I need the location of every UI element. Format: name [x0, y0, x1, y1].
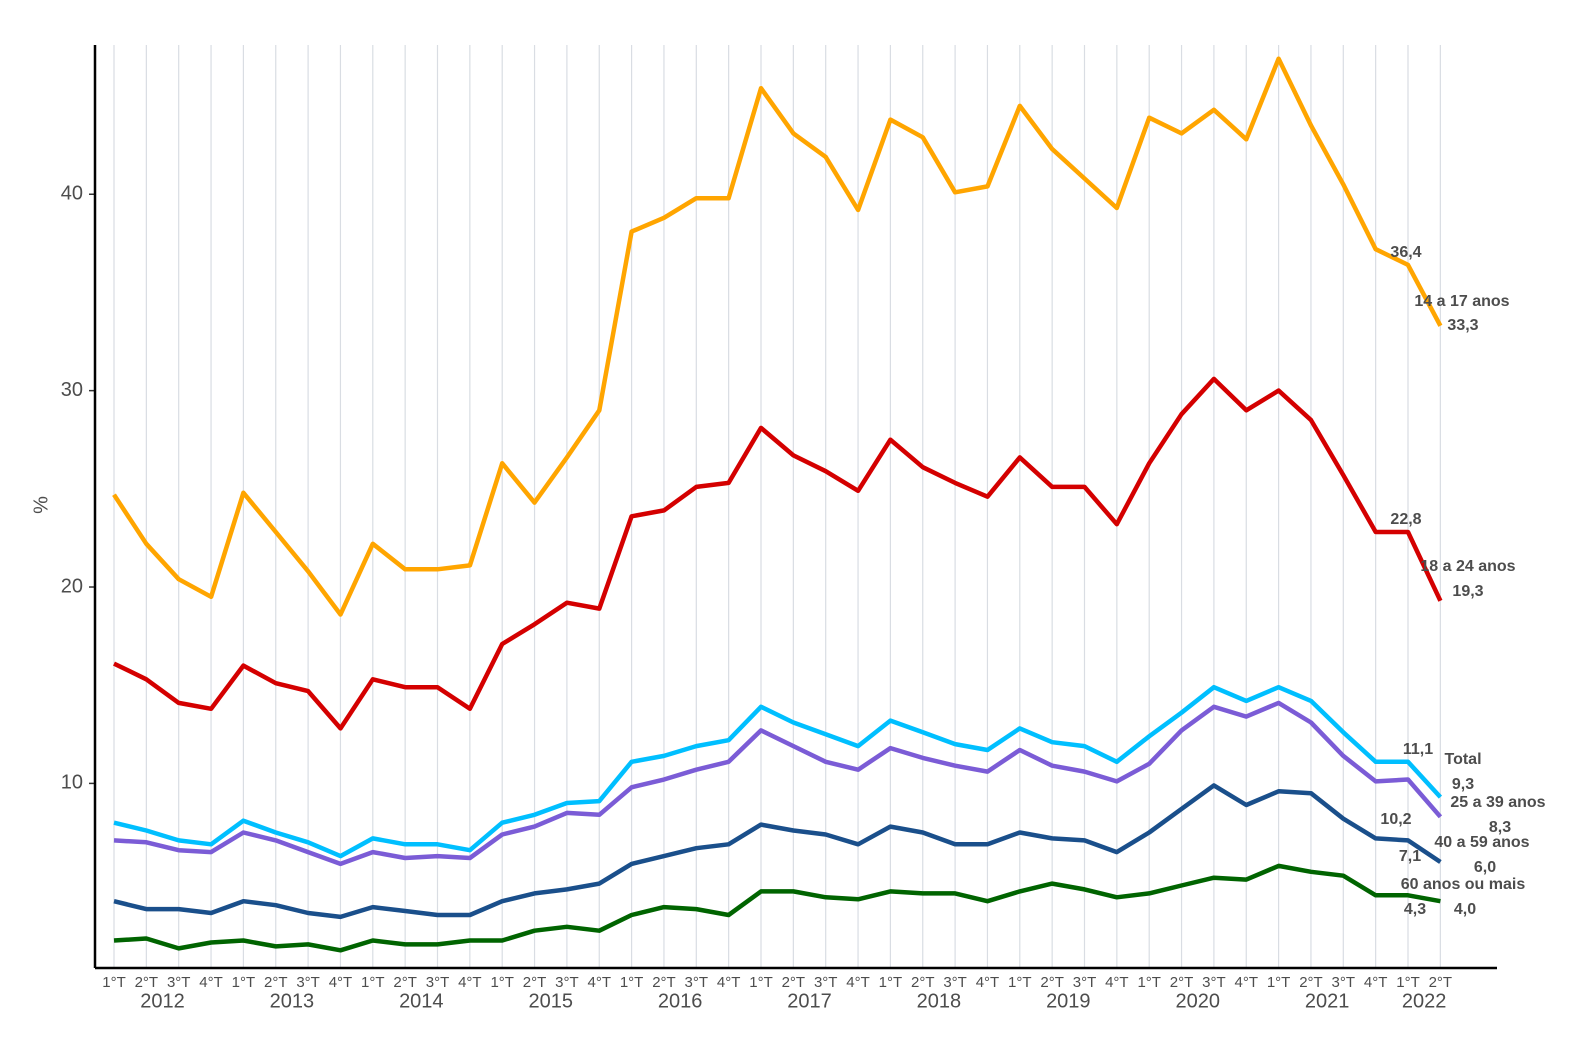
x-tick-label: 3°T	[1073, 974, 1097, 991]
x-tick-label: 1°T	[1267, 974, 1291, 991]
x-tick-label: 2°T	[135, 974, 159, 991]
year-label: 2014	[399, 990, 444, 1012]
year-label: 2015	[528, 990, 573, 1012]
year-label: 2018	[917, 990, 962, 1012]
x-tick-label: 4°T	[846, 974, 870, 991]
x-tick-label: 4°T	[458, 974, 482, 991]
x-tick-label: 3°T	[555, 974, 579, 991]
x-tick-label: 4°T	[199, 974, 223, 991]
series-name: 25 a 39 anos	[1450, 794, 1545, 811]
y-tick-label: 20	[61, 575, 83, 597]
x-tick-label: 2°T	[523, 974, 547, 991]
year-label: 2019	[1046, 990, 1091, 1012]
data-label: 4,3	[1404, 901, 1426, 918]
series-name: Total	[1444, 751, 1481, 768]
x-tick-label: 2°T	[1040, 974, 1064, 991]
x-tick-label: 3°T	[167, 974, 191, 991]
x-tick-label: 1°T	[102, 974, 126, 991]
x-tick-label: 4°T	[1234, 974, 1258, 991]
y-tick-label: 10	[61, 772, 83, 794]
data-label: 19,3	[1452, 583, 1483, 600]
series-line	[113, 376, 1443, 731]
x-tick-label: 4°T	[976, 974, 1000, 991]
y-tick-label: 30	[61, 379, 83, 401]
x-tick-label: 1°T	[1008, 974, 1032, 991]
data-label: 36,4	[1390, 244, 1421, 261]
x-tick-label: 1°T	[490, 974, 514, 991]
data-label: 10,2	[1380, 811, 1411, 828]
data-label: 11,1	[1403, 741, 1433, 758]
x-tick-label: 4°T	[1364, 974, 1388, 991]
x-tick-label: 4°T	[717, 974, 741, 991]
x-tick-label: 2°T	[393, 974, 417, 991]
x-tick-label: 3°T	[296, 974, 320, 991]
data-label: 22,8	[1390, 511, 1421, 528]
x-tick-label: 3°T	[1332, 974, 1356, 991]
year-label: 2012	[140, 990, 185, 1012]
x-tick-label: 3°T	[426, 974, 450, 991]
year-label: 2017	[787, 990, 832, 1012]
x-tick-label: 2°T	[1299, 974, 1323, 991]
data-label: 9,3	[1452, 776, 1474, 793]
y-tick-label: 40	[61, 183, 83, 205]
x-tick-label: 4°T	[329, 974, 353, 991]
series-name: 40 a 59 anos	[1434, 834, 1529, 851]
x-tick-label: 1°T	[879, 974, 903, 991]
x-tick-label: 1°T	[232, 974, 256, 991]
data-label: 7,1	[1399, 848, 1421, 865]
x-tick-label: 2°T	[264, 974, 288, 991]
data-label: 6,0	[1474, 859, 1496, 876]
series-line	[113, 684, 1443, 859]
x-tick-label: 2°T	[1429, 974, 1453, 991]
series-line	[113, 863, 1441, 953]
data-label: 33,3	[1447, 317, 1478, 334]
x-tick-label: 1°T	[749, 974, 773, 991]
x-tick-label: 3°T	[943, 974, 967, 991]
year-label: 2021	[1305, 990, 1350, 1012]
x-tick-label: 2°T	[1170, 974, 1194, 991]
x-tick-label: 4°T	[1105, 974, 1129, 991]
x-tick-label: 3°T	[1202, 974, 1226, 991]
x-tick-label: 2°T	[782, 974, 806, 991]
year-label: 2013	[270, 990, 315, 1012]
x-tick-label: 1°T	[1396, 974, 1420, 991]
x-tick-label: 1°T	[361, 974, 385, 991]
x-tick-label: 3°T	[685, 974, 709, 991]
series-name: 14 a 17 anos	[1414, 293, 1509, 310]
year-label: 2022	[1402, 990, 1447, 1012]
x-tick-label: 4°T	[587, 974, 611, 991]
year-label: 2016	[658, 990, 703, 1012]
y-axis-label: %	[30, 496, 52, 514]
series-line	[113, 700, 1443, 867]
x-tick-label: 2°T	[652, 974, 676, 991]
series-name: 18 a 24 anos	[1420, 558, 1515, 575]
series-line	[112, 56, 1443, 617]
series-name: 60 anos ou mais	[1401, 876, 1526, 893]
x-tick-label: 3°T	[814, 974, 838, 991]
year-label: 2020	[1175, 990, 1220, 1012]
data-label: 8,3	[1489, 819, 1511, 836]
x-tick-label: 1°T	[620, 974, 644, 991]
series-line	[113, 783, 1442, 920]
data-label: 4,0	[1454, 901, 1476, 918]
x-tick-label: 2°T	[911, 974, 935, 991]
x-tick-label: 1°T	[1137, 974, 1161, 991]
